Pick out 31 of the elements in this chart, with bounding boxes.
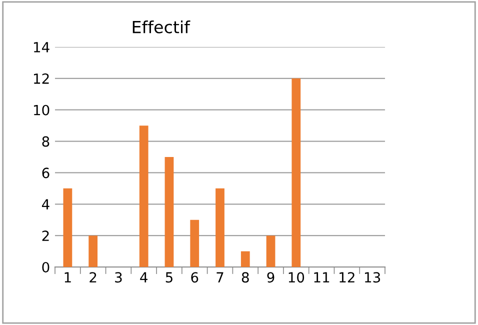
bar [190,220,200,267]
bar [266,236,276,267]
y-tick-label: 8 [42,136,50,147]
bar [240,251,250,267]
x-tick-label: 1 [64,272,71,282]
x-tick-label: 8 [242,272,249,283]
bar [164,157,174,267]
x-tick-label: 12 [340,272,354,282]
y-tick-label: 4 [42,199,50,210]
x-tick-label: 7 [216,272,224,282]
y-tick-label: 6 [42,168,50,178]
x-tick-label: 10 [288,272,304,283]
chart-title: Effectif [132,20,190,34]
y-tick-label: 10 [34,104,50,116]
bar [292,78,301,267]
x-tick-label: 6 [191,272,198,283]
x-tick-label: 3 [115,272,122,283]
bar [139,126,148,267]
x-tick-label: 11 [314,272,330,282]
y-tick-label: 2 [42,230,49,241]
x-tick-label: 4 [140,272,148,282]
bar [63,188,72,267]
y-tick-label: 14 [34,42,50,52]
bar [216,188,224,267]
x-tick-label: 5 [166,272,172,283]
bar [88,236,98,267]
x-tick-label: 13 [364,272,380,283]
x-tick-label: 9 [267,272,274,283]
y-tick-label: 0 [42,262,50,272]
y-tick-label: 12 [34,73,49,84]
x-tick-label: 2 [90,272,96,282]
